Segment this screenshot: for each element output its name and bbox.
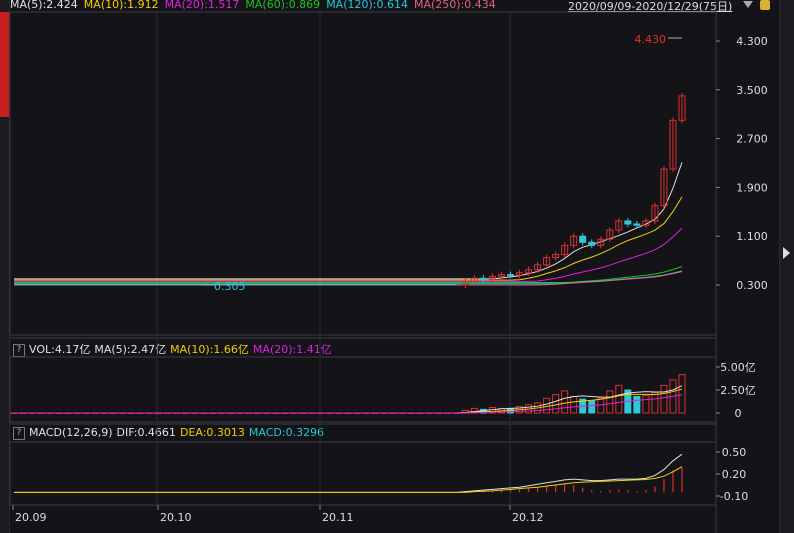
volume-legend-item-3: MA(20):1.41亿 <box>252 343 332 356</box>
volume-legend-item-2: MA(10):1.66亿 <box>170 343 249 356</box>
min-price-label: 0.305 <box>214 280 246 293</box>
macd-help-button[interactable]: ? <box>13 426 25 440</box>
volume-bar-61 <box>561 390 569 414</box>
ma-line-60 <box>14 266 683 284</box>
volume-legend: VOL:4.17亿 MA(5):2.47亿 MA(10):1.66亿 MA(20):1… <box>29 343 336 356</box>
volume-tick-label-2: 0 <box>735 407 742 420</box>
volume-legend-item-0: VOL:4.17亿 <box>29 343 91 356</box>
candle-body-57 <box>525 269 533 274</box>
candle-body-53 <box>488 275 496 281</box>
candle-body-64 <box>588 241 596 246</box>
candle-body-72 <box>660 168 668 207</box>
volume-bar-60 <box>552 394 560 414</box>
macd-tick-label-1: 0.20 <box>722 468 747 481</box>
volume-bar-69 <box>633 395 641 414</box>
macd-header: ? MACD(12,26,9) DIF:0.4661 DEA:0.3013 MACD:0… <box>13 426 332 440</box>
candle-body-51 <box>470 277 478 282</box>
volume-bar-67 <box>615 384 623 414</box>
candle-body-62 <box>570 235 578 246</box>
price-tick-label-3: 1.900 <box>736 181 768 194</box>
right-sidebar[interactable] <box>779 0 794 533</box>
volume-bar-64 <box>588 400 596 414</box>
volume-bar-70 <box>642 395 650 414</box>
candle-body-58 <box>534 264 542 271</box>
x-tick-label-1: 20.10 <box>160 511 192 524</box>
date-range-selector[interactable]: 2020/09/09-2020/12/29(75日) <box>568 0 733 13</box>
candle-body-59 <box>543 257 551 266</box>
ma-legend-item-4: MA(120):0.614 <box>326 0 408 10</box>
ma-legend-item-2: MA(20):1.517 <box>164 0 240 10</box>
macd-tick-label-2: -0.10 <box>720 490 748 503</box>
chevron-down-icon[interactable] <box>743 1 753 8</box>
ma-legend-item-0: MA(5):2.424 <box>10 0 78 10</box>
ma-legend-bar: MA(5):2.424 MA(10):1.912 MA(20):1.517 MA(60… <box>10 0 780 10</box>
candle-body-60 <box>552 254 560 259</box>
macd-legend-item-0: MACD(12,26,9) <box>29 426 113 439</box>
price-tick-label-5: 0.300 <box>736 279 768 292</box>
panel-frame-0 <box>9 11 717 336</box>
price-tick-label-4: 1.100 <box>736 230 768 243</box>
candle-body-66 <box>606 229 614 240</box>
candle-body-55 <box>506 274 514 277</box>
volume-tick-label-1: 2.50亿 <box>720 384 756 397</box>
price-tick-label-1: 3.500 <box>736 84 768 97</box>
price-tick-label-0: 4.300 <box>736 35 768 48</box>
macd-legend-item-3: MACD:0.3296 <box>248 426 325 439</box>
price-tick-label-2: 2.700 <box>736 133 768 146</box>
candle-body-50 <box>461 280 469 286</box>
candle-body-69 <box>633 223 641 226</box>
candle-body-52 <box>479 277 487 281</box>
ma-legend-item-3: MA(60):0.869 <box>245 0 321 10</box>
candle-body-67 <box>615 220 623 231</box>
candle-body-71 <box>651 205 659 222</box>
ma-line-120 <box>14 270 683 285</box>
volume-bar-66 <box>606 390 614 414</box>
x-tick-label-0: 20.09 <box>15 511 47 524</box>
ma-line-20 <box>14 227 683 282</box>
macd-legend-item-2: DEA:0.3013 <box>179 426 245 439</box>
candle-body-61 <box>561 244 569 256</box>
candle-body-65 <box>597 238 605 246</box>
macd-legend: MACD(12,26,9) DIF:0.4661 DEA:0.3013 MACD:0.… <box>29 426 328 439</box>
volume-header: ? VOL:4.17亿 MA(5):2.47亿 MA(10):1.66亿 MA(20):… <box>13 341 340 357</box>
dea-line <box>14 466 683 493</box>
ma-line-250 <box>14 271 683 286</box>
lock-icon[interactable] <box>760 0 770 10</box>
candle-body-54 <box>497 274 505 277</box>
panel-frame-1 <box>9 356 717 423</box>
macd-legend-item-1: DIF:0.4661 <box>116 426 176 439</box>
candle-body-73 <box>669 119 677 170</box>
candle-body-56 <box>516 272 524 276</box>
x-tick-label-2: 20.11 <box>322 511 354 524</box>
candle-body-68 <box>624 220 632 225</box>
dif-line <box>14 453 683 493</box>
x-tick-label-3: 20.12 <box>512 511 544 524</box>
volume-ma-line-20 <box>14 394 683 414</box>
max-price-label: 4.430 <box>635 33 667 46</box>
volume-tick-label-0: 5.00亿 <box>720 361 756 374</box>
candle-body-74 <box>678 95 686 121</box>
volume-bar-74 <box>678 374 686 414</box>
ma-line-5 <box>14 162 683 280</box>
volume-bar-72 <box>660 384 668 414</box>
ma-legend-item-1: MA(10):1.912 <box>83 0 159 10</box>
expand-arrow-icon[interactable] <box>783 247 790 259</box>
volume-legend-item-1: MA(5):2.47亿 <box>94 343 167 356</box>
ma-line-10 <box>14 196 683 281</box>
ma-legend-item-5: MA(250):0.434 <box>413 0 496 10</box>
volume-bar-71 <box>651 392 659 414</box>
candle-body-70 <box>642 220 650 226</box>
left-sidebar-highlight <box>0 12 9 117</box>
macd-tick-label-0: 0.50 <box>722 446 747 459</box>
volume-bar-65 <box>597 397 605 414</box>
panel-frame-2 <box>9 441 717 506</box>
volume-help-button[interactable]: ? <box>13 343 25 357</box>
volume-bar-62 <box>570 395 578 414</box>
candle-body-63 <box>579 235 587 243</box>
